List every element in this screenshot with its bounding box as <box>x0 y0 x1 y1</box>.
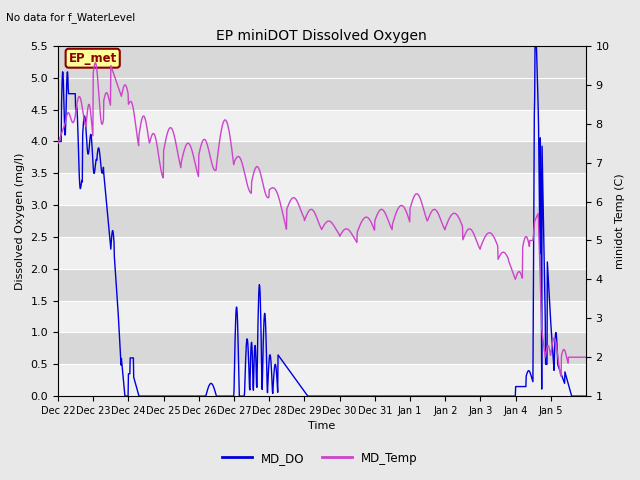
Title: EP miniDOT Dissolved Oxygen: EP miniDOT Dissolved Oxygen <box>216 29 428 43</box>
Bar <box>58 173 586 205</box>
Bar <box>58 205 586 237</box>
Bar <box>58 46 586 78</box>
Y-axis label: Dissolved Oxygen (mg/l): Dissolved Oxygen (mg/l) <box>15 152 25 290</box>
Y-axis label: minidot Temp (C): minidot Temp (C) <box>615 173 625 269</box>
X-axis label: Time: Time <box>308 421 335 432</box>
Bar <box>58 78 586 109</box>
Legend: MD_DO, MD_Temp: MD_DO, MD_Temp <box>218 447 422 469</box>
Bar <box>58 333 586 364</box>
Bar <box>58 109 586 142</box>
Bar <box>58 300 586 333</box>
Bar <box>58 14 586 46</box>
Bar <box>58 237 586 269</box>
Text: EP_met: EP_met <box>68 52 117 65</box>
Bar <box>58 269 586 300</box>
Bar <box>58 142 586 173</box>
Bar <box>58 46 586 78</box>
Text: No data for f_WaterLevel: No data for f_WaterLevel <box>6 12 136 23</box>
Bar <box>58 364 586 396</box>
